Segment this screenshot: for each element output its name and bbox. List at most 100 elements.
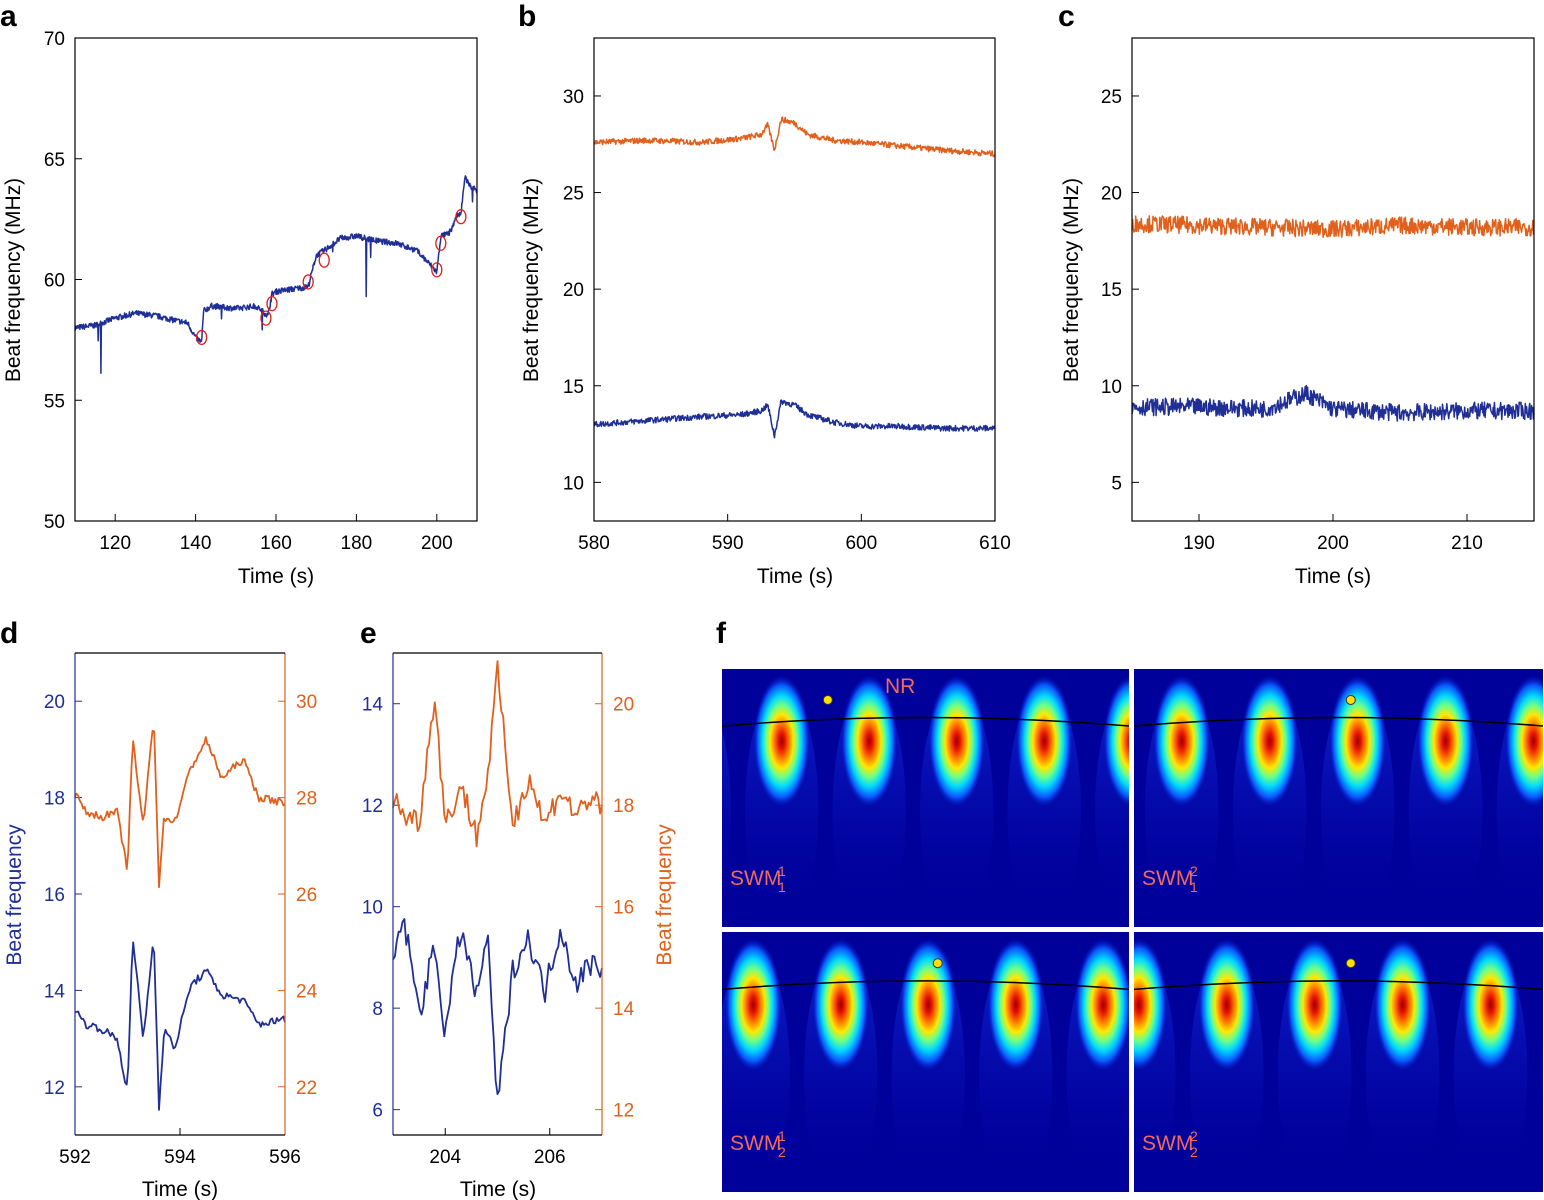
panel-letter-c: c: [1058, 0, 1075, 33]
chart-a-series: [74, 175, 478, 374]
chart-a-xlabel: Time (s): [238, 565, 314, 588]
x-tick-label: 596: [269, 1147, 301, 1168]
x-tick-label: 120: [99, 533, 131, 554]
map-label-sub: 1: [1190, 879, 1198, 895]
panel-letter-b: b: [518, 0, 536, 33]
map-lobes: [722, 674, 1129, 927]
y-tick-label: 6: [372, 1101, 383, 1122]
x-tick-label: 210: [1451, 533, 1483, 554]
chart-e-xlabel: Time (s): [460, 1178, 536, 1200]
chart-c-ylabel: Beat frequency (MHz): [1060, 178, 1083, 382]
field-lobe: [1152, 674, 1211, 809]
chart-a-ticks: 120 140 160 180 200 50 55 60 65 70: [44, 29, 453, 554]
field-lobe: [1102, 674, 1129, 808]
series-line-lower: [593, 399, 996, 439]
x-tick-label: 610: [979, 533, 1011, 554]
field-lobe: [1328, 674, 1387, 809]
event-marker: [435, 235, 447, 251]
chart-c-xlabel: Time (s): [1295, 565, 1371, 588]
y-tick-label: 10: [1101, 377, 1122, 398]
y-tick-label: 20: [563, 280, 584, 301]
x-tick-label: 200: [1317, 533, 1349, 554]
x-tick-label: 206: [534, 1147, 566, 1168]
event-marker: [455, 209, 467, 225]
map-label: SWM: [730, 1132, 781, 1155]
chart-a-markers: [195, 209, 467, 346]
y-tick-label: 18: [44, 789, 65, 810]
field-lobe: [1504, 674, 1543, 809]
y-tick-label: 5: [1111, 473, 1122, 494]
field-lobe: [1134, 937, 1168, 1073]
y-right-tick-label: 24: [296, 981, 318, 1002]
chart-b-xlabel: Time (s): [757, 565, 833, 588]
x-tick-label: 200: [421, 533, 453, 554]
chart-a-frame: [74, 37, 478, 522]
y-tick-label: 20: [1101, 184, 1122, 205]
field-lobe: [1373, 937, 1432, 1073]
panel-letter-a: a: [0, 0, 17, 33]
chart-b-series: [593, 116, 996, 439]
chart-c-frame: [1131, 37, 1535, 522]
y-right-tick-label: 28: [296, 789, 317, 810]
field-lobe: [1285, 937, 1344, 1073]
cavity-curve: [722, 716, 1129, 727]
y-tick-label: 16: [44, 885, 65, 906]
map-label-sup: 2: [1190, 1128, 1198, 1144]
field-lobe: [840, 674, 899, 809]
field-lobe: [927, 674, 986, 809]
event-marker: [195, 329, 208, 346]
cavity-curve: [1134, 716, 1543, 727]
cavity-curve: [1134, 980, 1543, 991]
y-tick-label: 10: [563, 473, 584, 494]
chart-a: 120 140 160 180 200 50 55 60 65 70 Time (s) Beat …: [2, 29, 478, 588]
y-tick-label: 8: [372, 999, 383, 1020]
nr-point: [932, 958, 943, 969]
field-lobe: [1015, 674, 1074, 809]
y-tick-label: 65: [44, 150, 65, 171]
chart-e: 204 206 6 8 10 12 14 12 14 16 18 20 Time (s) Beat f…: [362, 652, 676, 1200]
x-tick-label: 204: [429, 1147, 461, 1168]
x-tick-label: 190: [1183, 533, 1215, 554]
series-line-upper: [593, 116, 996, 158]
field-lobe: [899, 937, 958, 1073]
nr-point: [1345, 694, 1356, 705]
y-right-tick-label: 16: [613, 898, 634, 919]
panel-letter-d: d: [0, 617, 18, 650]
field-lobe: [724, 937, 783, 1073]
map-label-sub: 2: [778, 1144, 786, 1160]
event-marker: [266, 295, 278, 312]
map-label-sup: 1: [778, 863, 786, 879]
chart-c: 190 200 210 5 10 15 20 25 Time (s) Beat frequen…: [1060, 37, 1535, 588]
y-right-tick-label: 22: [296, 1078, 317, 1099]
y-tick-label: 55: [44, 391, 65, 412]
field-lobe: [1240, 674, 1299, 809]
chart-a-ylabel: Beat frequency (MHz): [2, 178, 25, 382]
chart-e-series: [392, 660, 603, 1095]
y-tick-label: 10: [362, 898, 383, 919]
chart-e-ylabel: Beat frequency: [653, 824, 676, 966]
y-right-tick-label: 18: [613, 796, 634, 817]
chart-d: 592 594 596 12 14 16 18 20 22 24 26 28 30 Time (s) B…: [3, 652, 318, 1200]
x-tick-label: 594: [164, 1147, 196, 1168]
nr-point: [822, 694, 833, 705]
y-right-tick-label: 26: [296, 885, 317, 906]
chart-b: 580 590 600 610 10 15 20 25 30 Time (s) Beat fre…: [520, 37, 1011, 588]
nr-point: [1345, 958, 1356, 969]
chart-e-ticks: 204 206 6 8 10 12 14 12 14 16 18 20: [362, 695, 635, 1168]
y-right-tick-label: 30: [296, 692, 317, 713]
chart-b-frame: [593, 37, 996, 522]
map-label-sub: 1: [778, 879, 786, 895]
y-tick-label: 14: [362, 695, 384, 716]
field-lobe: [811, 937, 870, 1073]
map-label: SWM: [730, 867, 781, 890]
field-lobe: [1197, 937, 1256, 1073]
field-tail: [1541, 1040, 1543, 1110]
map-label-sub: 2: [1190, 1144, 1198, 1160]
map-lobes: [722, 937, 1129, 1192]
chart-c-ticks: 190 200 210 5 10 15 20 25: [1101, 87, 1483, 554]
event-marker: [318, 252, 330, 268]
series-line-upper: [392, 660, 603, 848]
x-tick-label: 580: [578, 533, 610, 554]
